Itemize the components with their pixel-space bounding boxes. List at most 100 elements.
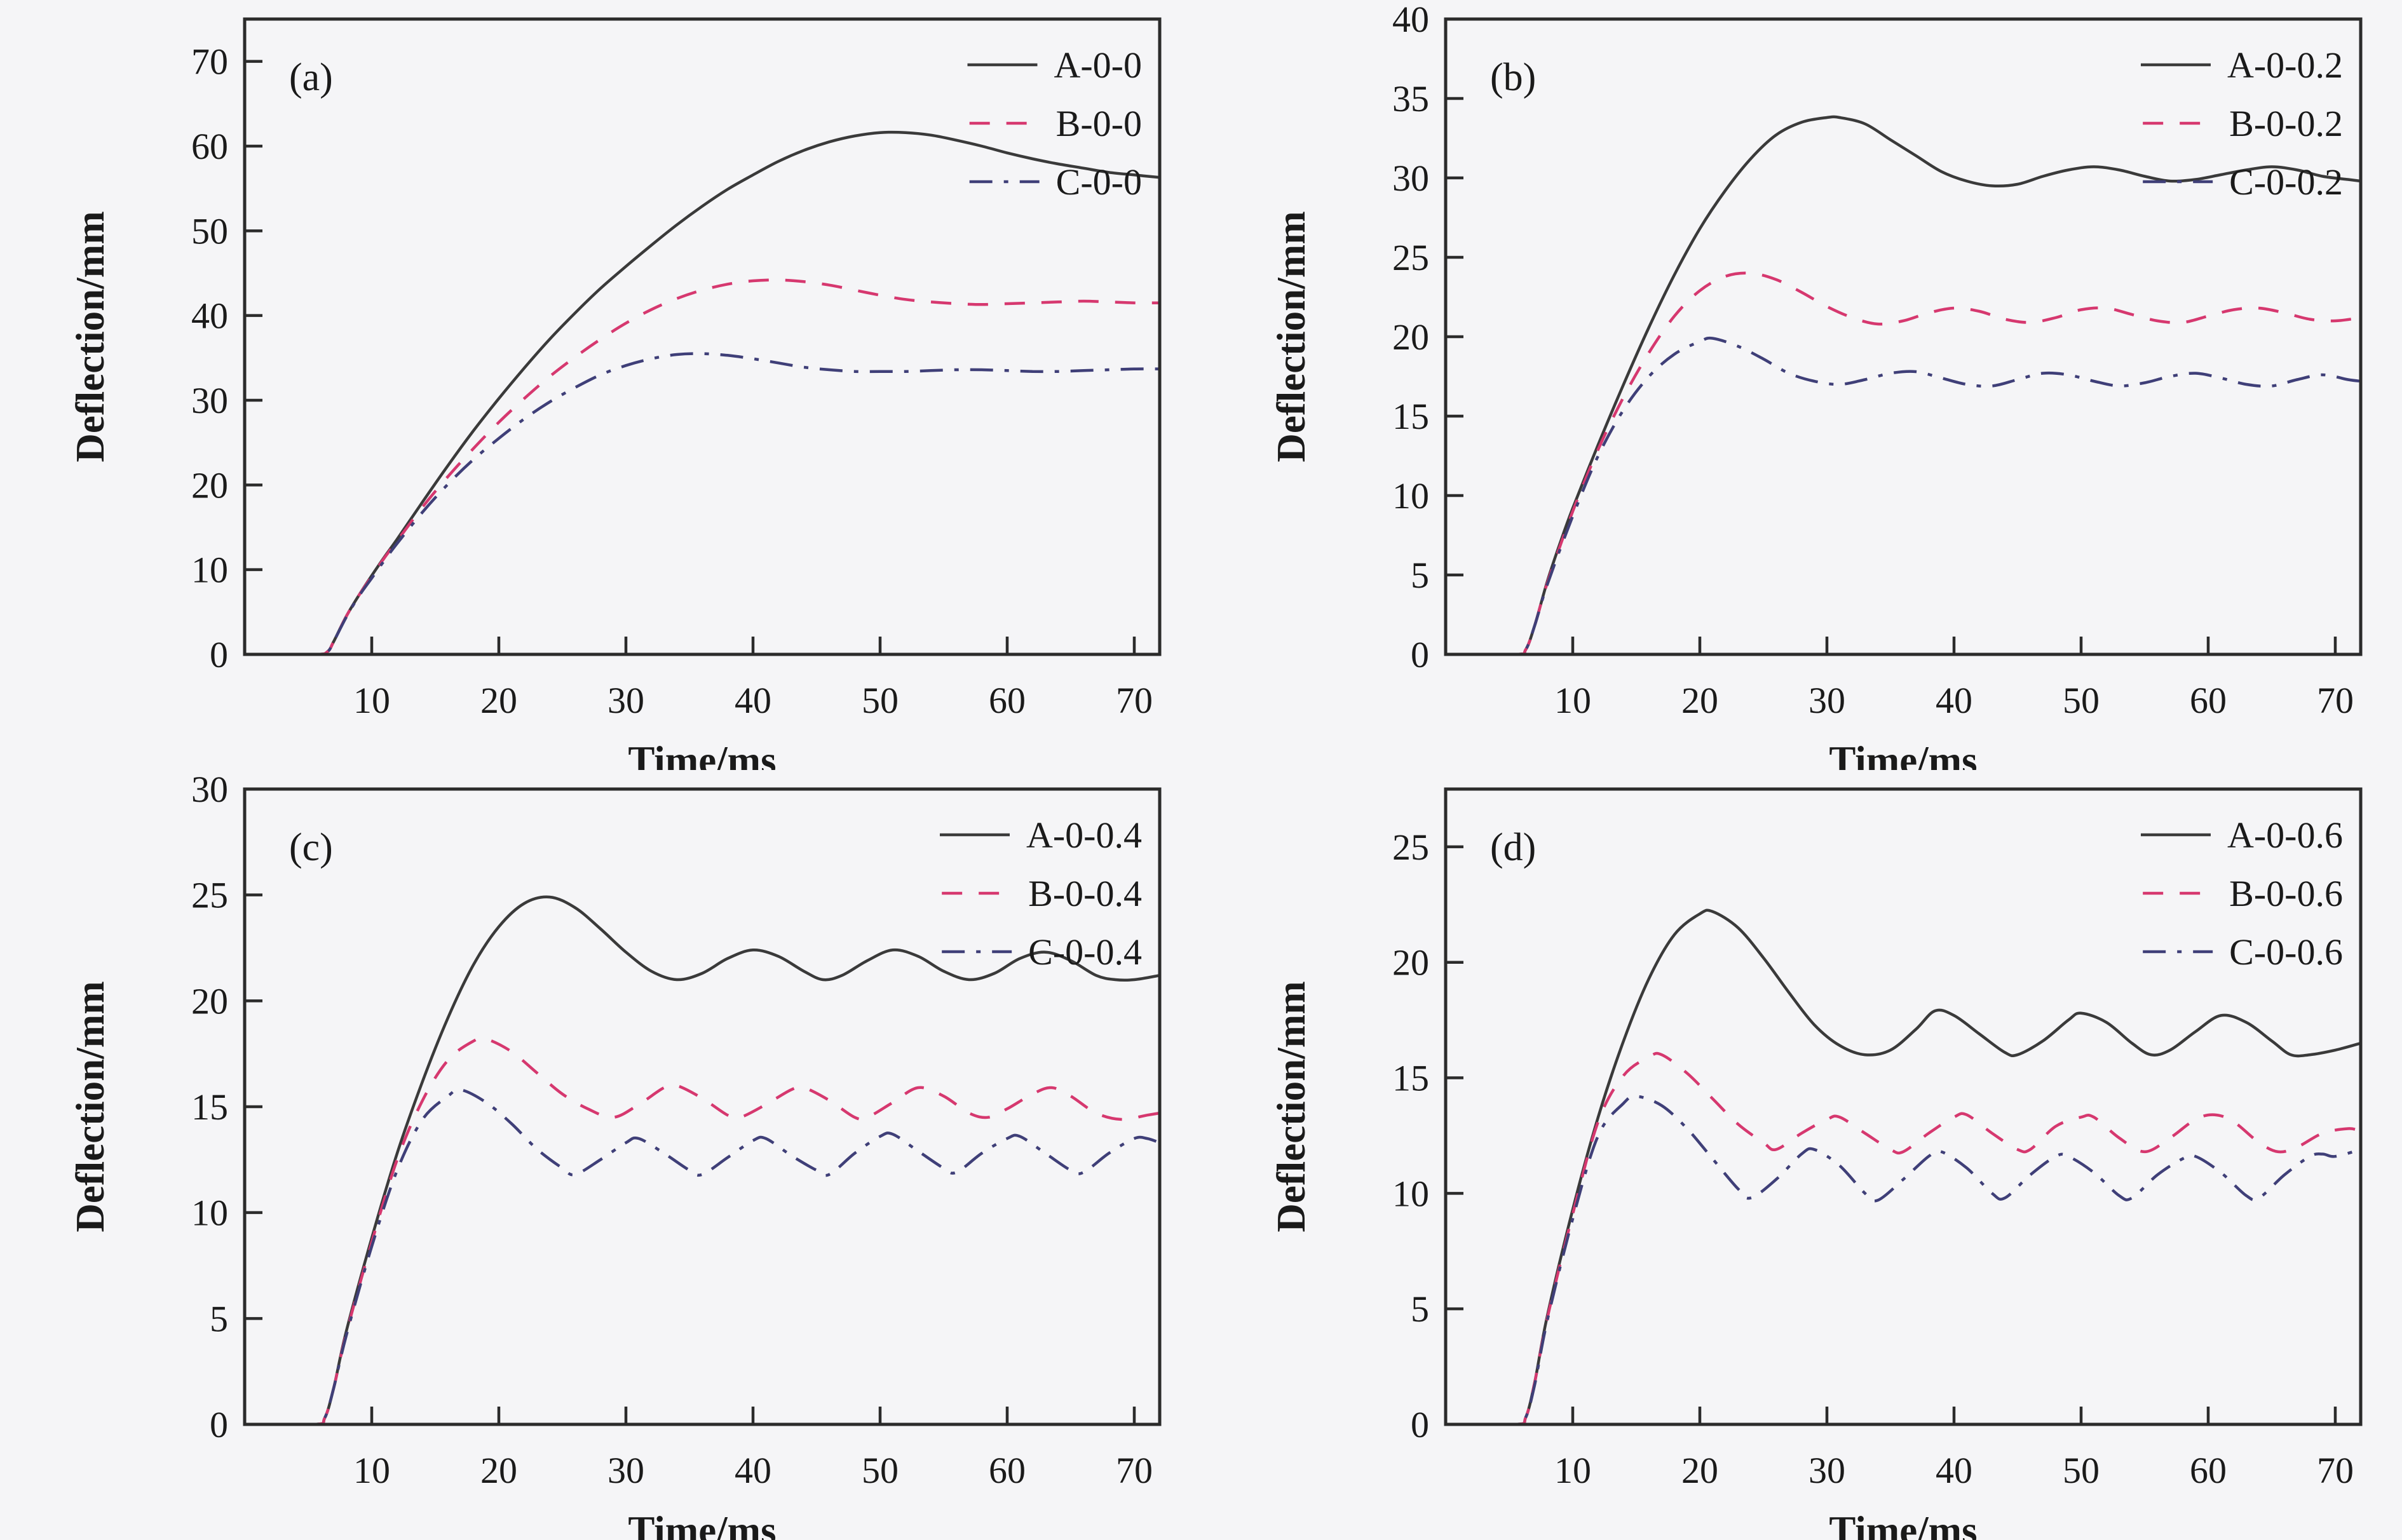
legend-entry: C-0-0.2 [2143,161,2343,203]
y-axis-label: Deflection/mm [1269,211,1313,462]
y-tick-label: 20 [1392,942,1429,983]
x-tick-label: 10 [353,1450,390,1491]
x-tick-label: 10 [1554,1450,1591,1491]
plot-border [1444,17,2363,656]
series-group [245,130,1160,654]
panel-b: 10 20 30 40 50 60 70 0 5 10 15 20 25 30 35 40 Time/ms Def… [1201,0,2402,770]
y-tick-label: 10 [1392,1173,1429,1214]
y-tick-label: 20 [1392,316,1429,358]
x-tick-label: 50 [862,1450,899,1491]
plot-border [1444,787,2363,1426]
series-group [1446,908,2361,1424]
legend-label: C-0-0.4 [1028,931,1142,973]
legend: A-0-0.4 B-0-0.4 C-0-0.4 [939,814,1142,973]
legend-entry: C-0-0.4 [942,931,1142,973]
panel-tag: (d) [1490,826,1536,869]
legend-label: A-0-0.6 [2227,814,2343,856]
x-tick-label: 70 [1116,1450,1153,1491]
y-tick-label: 60 [191,126,228,167]
x-tick-label: 20 [480,680,517,721]
x-tick-label: 70 [2317,1450,2354,1491]
legend: A-0-0.2 B-0-0.2 C-0-0.2 [2140,44,2343,203]
x-tick-label: 20 [1681,680,1718,721]
y-tick-label: 0 [210,634,228,675]
series-curve-C-0-0 [245,352,1160,654]
y-tick-label: 40 [191,295,228,337]
panel-c: 10 20 30 40 50 60 70 0 5 10 15 20 25 30 Time/ms Deflect… [0,770,1201,1540]
y-tick-label: 20 [191,980,228,1022]
x-tick-label: 10 [353,680,390,721]
y-tick-label: 10 [191,1192,228,1234]
legend-label: B-0-0.2 [2229,103,2343,144]
legend-entry: A-0-0 [967,44,1142,86]
y-tick-label: 70 [191,41,228,83]
x-axis-label: Time/ms [1829,738,1977,770]
series-curve-A-0-0.2 [1446,115,2361,654]
x-tick-label: 40 [735,680,771,721]
x-tick-label: 70 [2317,680,2354,721]
legend-label: C-0-0.6 [2229,931,2343,973]
chart-b: 10 20 30 40 50 60 70 0 5 10 15 20 25 30 35 40 Time/ms Def… [1269,0,2363,770]
series-curve-C-0-0.4 [245,1088,1160,1424]
y-tick-label: 25 [191,875,228,916]
series-curve-A-0-0.6 [1446,908,2361,1424]
panel-d: 10 20 30 40 50 60 70 0 5 10 15 20 25 Time/ms Deflectio… [1201,770,2402,1540]
y-tick-label: 15 [191,1086,228,1128]
x-tick-label: 10 [1554,680,1591,721]
legend-entry: B-0-0.4 [942,873,1142,914]
y-tick-label: 40 [1392,0,1429,40]
x-tick-label: 40 [735,1450,771,1491]
y-tick-label: 25 [1392,237,1429,278]
x-axis-label: Time/ms [628,738,776,770]
x-tick-label: 50 [2063,1450,2100,1491]
y-tick-label: 10 [1392,475,1429,517]
legend-label: B-0-0.6 [2229,873,2343,914]
x-tick-label: 50 [2063,680,2100,721]
y-tick-label: 35 [1392,78,1429,119]
legend-entry: B-0-0.2 [2143,103,2343,144]
series-group [245,895,1160,1424]
y-tick-label: 0 [210,1404,228,1445]
series-curve-B-0-0.6 [1446,1051,2361,1424]
panel-tag: (b) [1490,56,1536,99]
y-tick-label: 50 [191,210,228,252]
legend-entry: C-0-0.6 [2143,931,2343,973]
x-tick-label: 40 [1936,680,1972,721]
legend-label: A-0-0 [1054,44,1142,86]
x-tick-label: 60 [2190,1450,2227,1491]
series-curve-B-0-0.2 [1446,271,2361,654]
y-tick-label: 10 [191,550,228,591]
y-tick-label: 20 [191,464,228,506]
legend: A-0-0 B-0-0 C-0-0 [967,44,1142,203]
y-tick-label: 25 [1392,827,1429,868]
panel-a: 10 20 30 40 50 60 70 0 10 20 30 40 50 60 70 Time/ms Defl… [0,0,1201,770]
legend-label: A-0-0.2 [2227,44,2343,86]
plot-border [243,17,1162,656]
series-curve-A-0-0 [245,130,1160,654]
y-tick-label: 15 [1392,1058,1429,1099]
y-tick-label: 5 [210,1298,228,1339]
y-tick-label: 30 [191,770,228,810]
y-tick-label: 0 [1411,634,1429,675]
x-tick-label: 30 [1808,680,1845,721]
legend: A-0-0.6 B-0-0.6 C-0-0.6 [2140,814,2343,973]
x-tick-label: 40 [1936,1450,1972,1491]
y-axis-label: Deflection/mm [1269,981,1313,1232]
x-axis-label: Time/ms [1829,1508,1977,1540]
x-tick-label: 60 [989,680,1026,721]
y-tick-label: 30 [1392,158,1429,199]
x-tick-label: 20 [1681,1450,1718,1491]
y-tick-label: 5 [1411,1288,1429,1330]
y-axis-label: Deflection/mm [68,211,112,462]
chart-d: 10 20 30 40 50 60 70 0 5 10 15 20 25 Time/ms Deflectio… [1269,787,2363,1540]
y-tick-label: 5 [1411,555,1429,596]
y-tick-label: 15 [1392,396,1429,437]
legend-label: A-0-0.4 [1026,814,1142,856]
legend-label: C-0-0 [1056,161,1142,203]
chart-c: 10 20 30 40 50 60 70 0 5 10 15 20 25 30 Time/ms Deflect… [68,770,1162,1540]
chart-a: 10 20 30 40 50 60 70 0 10 20 30 40 50 60 70 Time/ms Defl… [68,17,1162,770]
x-tick-label: 30 [607,1450,644,1491]
legend-entry: B-0-0 [969,103,1142,144]
panel-tag: (a) [289,56,333,99]
